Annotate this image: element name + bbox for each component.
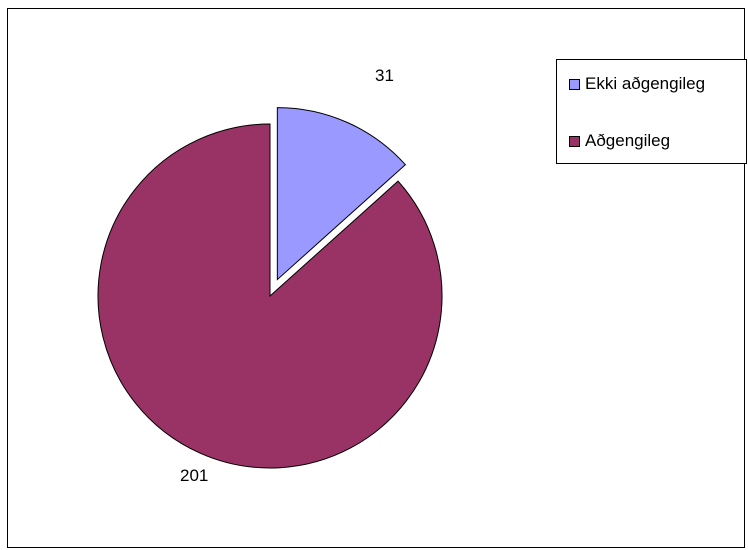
legend-swatch-ekki-adgengileg xyxy=(569,78,580,90)
chart-legend: Ekki aðgengileg Aðgengileg xyxy=(556,59,747,164)
data-label-1: 201 xyxy=(180,466,208,485)
pie-chart: 31 201 xyxy=(97,66,443,485)
legend-label-ekki-adgengileg: Ekki aðgengileg xyxy=(585,74,706,93)
legend-item-ekki-adgengileg: Ekki aðgengileg xyxy=(569,74,705,94)
pie-slice-1 xyxy=(97,123,443,469)
chart-area: 31 201 Ekki aðgengileg Aðgengileg xyxy=(7,8,747,548)
data-label-0: 31 xyxy=(375,66,394,85)
legend-swatch-adgengileg xyxy=(569,135,580,147)
legend-item-adgengileg: Aðgengileg xyxy=(569,131,670,151)
pie-slice-0 xyxy=(276,107,407,281)
legend-label-adgengileg: Aðgengileg xyxy=(585,131,671,150)
